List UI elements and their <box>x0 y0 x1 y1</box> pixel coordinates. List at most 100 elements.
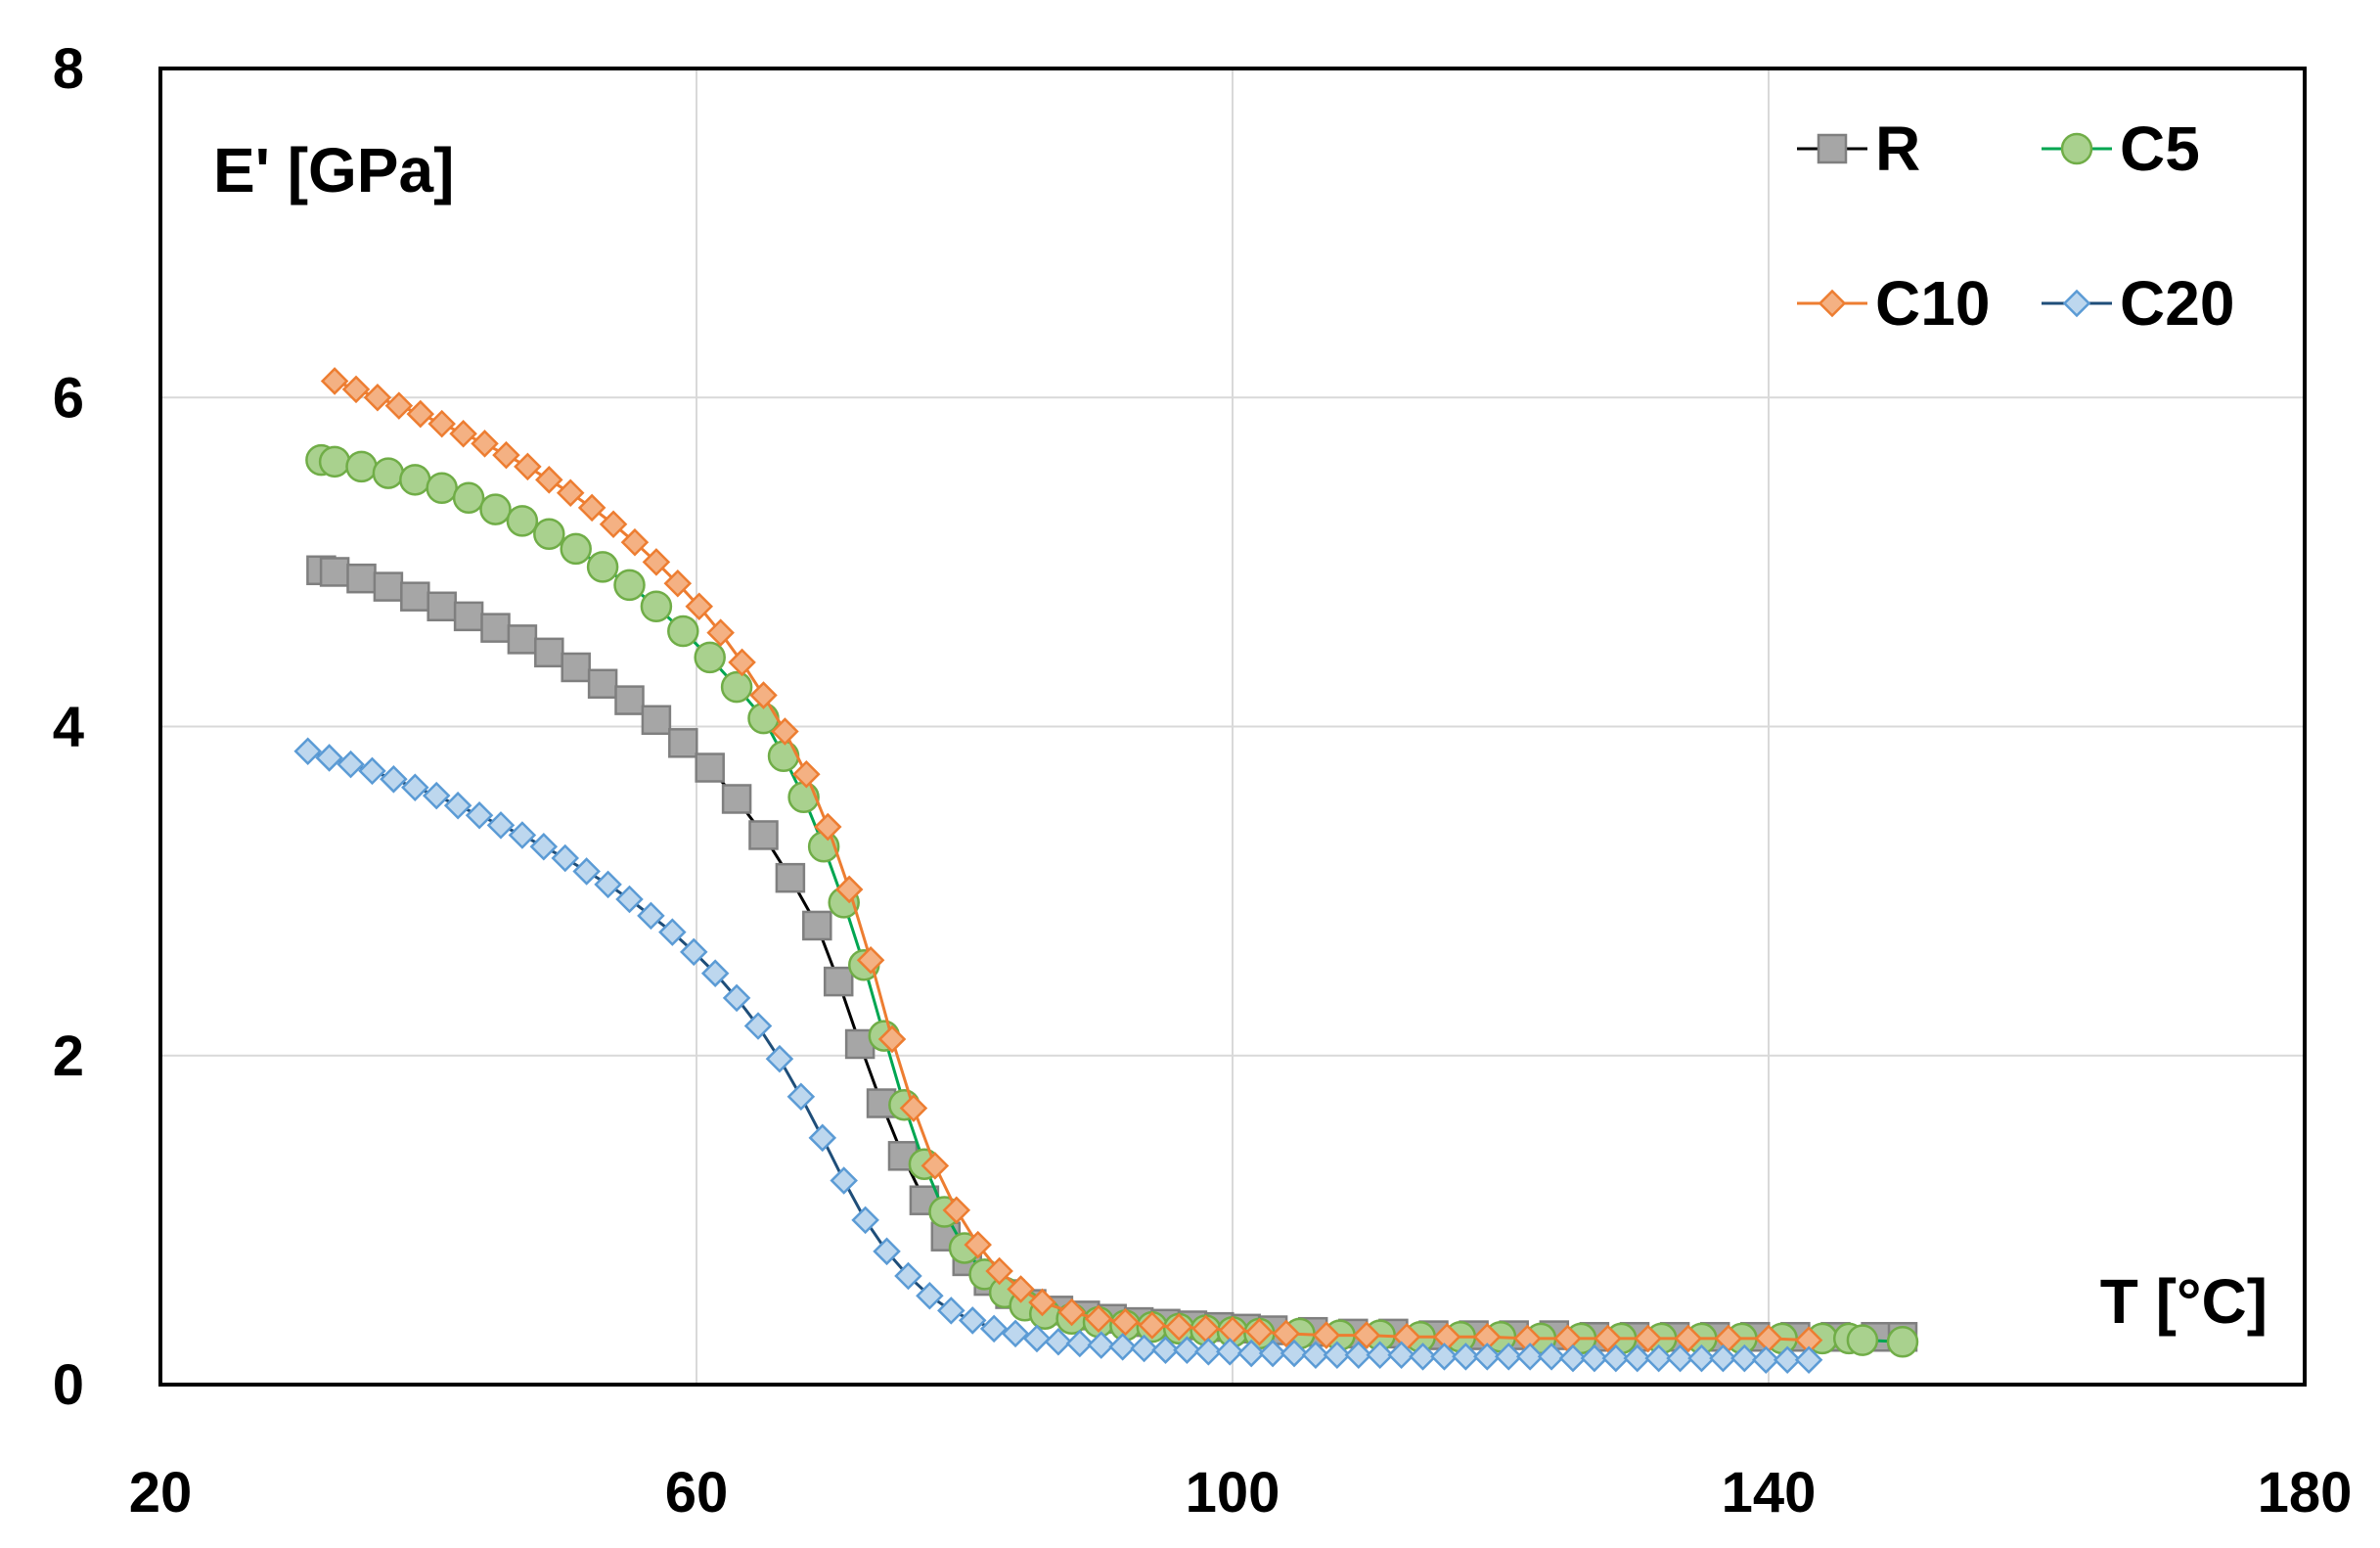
legend-marker <box>1818 289 1847 318</box>
series-c10-point <box>1138 1311 1167 1340</box>
series-c5-point <box>426 472 458 504</box>
series-c10-point <box>577 493 606 523</box>
series-c20-point <box>1001 1319 1030 1348</box>
series-c20-point <box>1323 1341 1352 1370</box>
series-c20-point <box>529 832 559 861</box>
series-r-point <box>561 652 591 683</box>
series-c20 <box>293 737 1823 1375</box>
tick-labels: 20 60 100 140 180 0 2 4 6 8 <box>53 37 2353 1525</box>
series-c20-point <box>637 901 665 931</box>
series-c10-point <box>341 375 371 404</box>
series-c20-point <box>1773 1345 1802 1375</box>
y-tick-label: 8 <box>53 37 84 101</box>
series-c10-point <box>834 875 864 904</box>
series-c20-point <box>1065 1329 1095 1358</box>
series-c10-point <box>899 1094 928 1122</box>
series-c20-point <box>1387 1341 1415 1370</box>
x-tick-label: 20 <box>129 1461 193 1525</box>
series-c10-point <box>427 409 456 438</box>
series-c20-point <box>594 870 622 899</box>
series-c20-point <box>486 811 516 840</box>
series-c20-point <box>401 773 429 801</box>
series-r-point <box>695 752 725 783</box>
series-c20-point <box>1044 1328 1073 1356</box>
y-axis-title: E' [GPa] <box>213 135 454 205</box>
legend-item-r: R <box>1797 114 1920 184</box>
series-r-point <box>614 685 645 715</box>
y-tick-label: 4 <box>53 696 84 759</box>
series-c20-point <box>422 781 451 810</box>
series-r-point <box>480 613 511 643</box>
series-r-point <box>668 728 698 758</box>
series-c5-point <box>667 615 699 648</box>
series-c10-point <box>985 1256 1013 1286</box>
legend: R C5 C10 C20 <box>1797 114 2234 339</box>
series-c10-point <box>856 945 885 975</box>
legend-label: C5 <box>2120 114 2200 184</box>
series-c5-point <box>767 740 800 773</box>
series-c20-point <box>293 737 322 765</box>
series-c10-point <box>406 399 435 429</box>
series-c10-point <box>921 1152 950 1180</box>
series-c20-point <box>1666 1343 1694 1373</box>
series-c20-point <box>1537 1343 1566 1371</box>
series-c10 <box>320 367 1823 1354</box>
series-c10-point <box>1312 1321 1341 1349</box>
series-r-point <box>400 581 430 612</box>
series-c20-point <box>851 1206 879 1235</box>
legend-label: C20 <box>2120 268 2234 339</box>
series-c20-point <box>1558 1343 1588 1373</box>
series-c20-point <box>1236 1339 1266 1368</box>
series-c10-point <box>1164 1312 1193 1342</box>
series-c5-point <box>533 518 565 551</box>
series-c5-point <box>560 532 592 566</box>
series-c10-point <box>792 759 821 789</box>
x-tick-label: 140 <box>1722 1461 1817 1525</box>
series-c20-point <box>894 1261 922 1291</box>
series-c20-point <box>1130 1334 1158 1363</box>
series-c20-point <box>1687 1343 1716 1373</box>
series-c20-point <box>1173 1336 1201 1364</box>
series-c20-point <box>786 1082 816 1112</box>
series-c20-point <box>551 843 580 873</box>
x-tick-label: 180 <box>2258 1461 2353 1525</box>
series-r-point <box>641 705 672 736</box>
series-c10-point <box>964 1230 992 1259</box>
series-c10-point <box>1272 1319 1301 1348</box>
series-c20-point <box>1366 1341 1394 1370</box>
series-c10-point <box>706 618 735 647</box>
series-c20-point <box>572 857 601 886</box>
series-c20-point <box>315 744 343 772</box>
series-c10-point <box>749 681 778 709</box>
series-c20-point <box>1515 1343 1545 1371</box>
series-r-point <box>721 784 752 814</box>
series-c10-point <box>1084 1304 1113 1334</box>
series-c20-point <box>1730 1343 1759 1373</box>
series-c5-point <box>506 505 539 537</box>
series-c20-point <box>443 791 472 820</box>
y-tick-label: 2 <box>53 1024 84 1088</box>
series-c10-point <box>663 569 693 598</box>
legend-item-c20: C20 <box>2042 268 2234 339</box>
legend-label: C10 <box>1875 268 1990 339</box>
series-c20-point <box>1473 1343 1502 1371</box>
series-r-point <box>534 637 564 668</box>
series-c20-point <box>1601 1343 1631 1373</box>
series-r-point <box>373 571 404 602</box>
series-c20-point <box>937 1297 965 1325</box>
series-c20-point <box>465 801 494 830</box>
series-c20-point <box>1794 1345 1823 1375</box>
series-c20-point <box>1258 1339 1287 1368</box>
series-c10-point <box>813 812 842 842</box>
series-c20-point <box>1022 1324 1052 1353</box>
series-c5-point <box>720 670 753 704</box>
legend-marker <box>2060 132 2093 165</box>
series-c20-point <box>873 1237 901 1266</box>
series-c10-point <box>1245 1317 1274 1346</box>
series-c20-point <box>679 937 708 967</box>
legend-label: R <box>1875 114 1920 184</box>
series-c20-point <box>1580 1343 1609 1373</box>
legend-marker <box>1817 133 1848 164</box>
legend-marker <box>2062 289 2091 318</box>
